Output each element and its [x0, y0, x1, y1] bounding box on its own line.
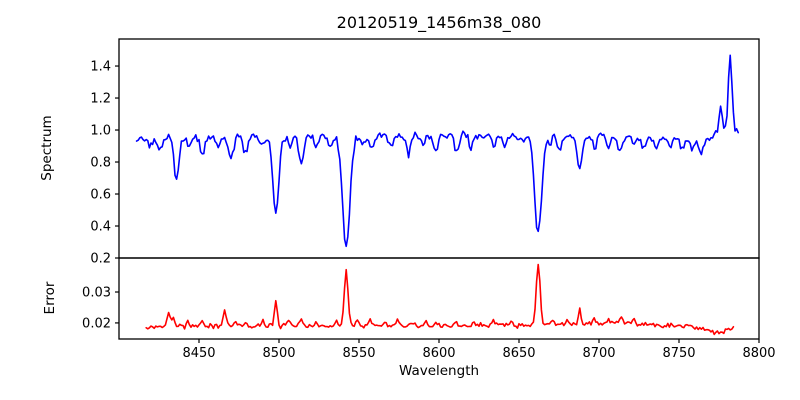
error-x-tick-label: 8650 — [502, 346, 535, 361]
error-line — [145, 263, 735, 336]
spectrum-y-tick-label: 0.6 — [90, 188, 111, 203]
error-y-tick-label: 0.03 — [82, 286, 111, 301]
error-plot-frame — [118, 257, 760, 340]
spectrum-y-tick-label: 1.4 — [90, 60, 111, 75]
spectrum-y-tick-label: 0.2 — [90, 252, 111, 267]
spectrum-line — [135, 54, 740, 248]
chart-title: 20120519_1456m38_080 — [336, 13, 542, 32]
spectrum-y-tick-label: 0.4 — [90, 220, 111, 235]
error-x-tick-label: 8450 — [182, 346, 215, 361]
wavelength-x-axis-label: Wavelength — [398, 363, 480, 379]
spectrum-y-tick-label: 1.0 — [90, 124, 111, 139]
error-x-tick-label: 8750 — [662, 346, 695, 361]
spectrum-plot-frame — [118, 38, 760, 259]
spectrum-y-tick-label: 0.8 — [90, 156, 111, 171]
spectrum-y-tick-label: 1.2 — [90, 92, 111, 107]
error-x-tick-label: 8700 — [582, 346, 615, 361]
error-x-tick-label: 8800 — [742, 346, 775, 361]
error-x-tick-label: 8600 — [422, 346, 455, 361]
error-x-tick-label: 8500 — [262, 346, 295, 361]
error-x-tick-label: 8550 — [342, 346, 375, 361]
error-y-tick-label: 0.02 — [82, 316, 111, 331]
